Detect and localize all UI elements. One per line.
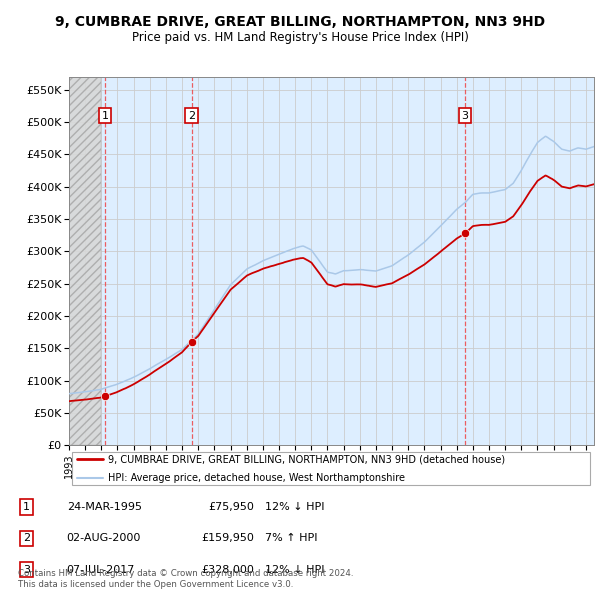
Bar xyxy=(69,77,101,445)
Text: 07-JUL-2017: 07-JUL-2017 xyxy=(67,565,135,575)
Text: 12% ↓ HPI: 12% ↓ HPI xyxy=(265,565,325,575)
Text: 1: 1 xyxy=(23,502,30,512)
Text: 9, CUMBRAE DRIVE, GREAT BILLING, NORTHAMPTON, NN3 9HD (detached house): 9, CUMBRAE DRIVE, GREAT BILLING, NORTHAM… xyxy=(109,454,505,464)
Text: 24-MAR-1995: 24-MAR-1995 xyxy=(67,502,142,512)
Text: 3: 3 xyxy=(23,565,30,575)
Text: 1: 1 xyxy=(101,110,109,120)
Text: 2: 2 xyxy=(188,110,195,120)
Text: 2: 2 xyxy=(23,533,30,543)
Text: 9, CUMBRAE DRIVE, GREAT BILLING, NORTHAMPTON, NN3 9HD: 9, CUMBRAE DRIVE, GREAT BILLING, NORTHAM… xyxy=(55,15,545,29)
Text: £75,950: £75,950 xyxy=(208,502,254,512)
Text: Price paid vs. HM Land Registry's House Price Index (HPI): Price paid vs. HM Land Registry's House … xyxy=(131,31,469,44)
Text: 02-AUG-2000: 02-AUG-2000 xyxy=(67,533,141,543)
Text: 12% ↓ HPI: 12% ↓ HPI xyxy=(265,502,325,512)
Text: £159,950: £159,950 xyxy=(201,533,254,543)
FancyBboxPatch shape xyxy=(71,451,590,486)
Text: 3: 3 xyxy=(461,110,469,120)
Text: £328,000: £328,000 xyxy=(201,565,254,575)
Text: Contains HM Land Registry data © Crown copyright and database right 2024.
This d: Contains HM Land Registry data © Crown c… xyxy=(18,569,353,589)
Text: 7% ↑ HPI: 7% ↑ HPI xyxy=(265,533,318,543)
Text: HPI: Average price, detached house, West Northamptonshire: HPI: Average price, detached house, West… xyxy=(109,473,406,483)
